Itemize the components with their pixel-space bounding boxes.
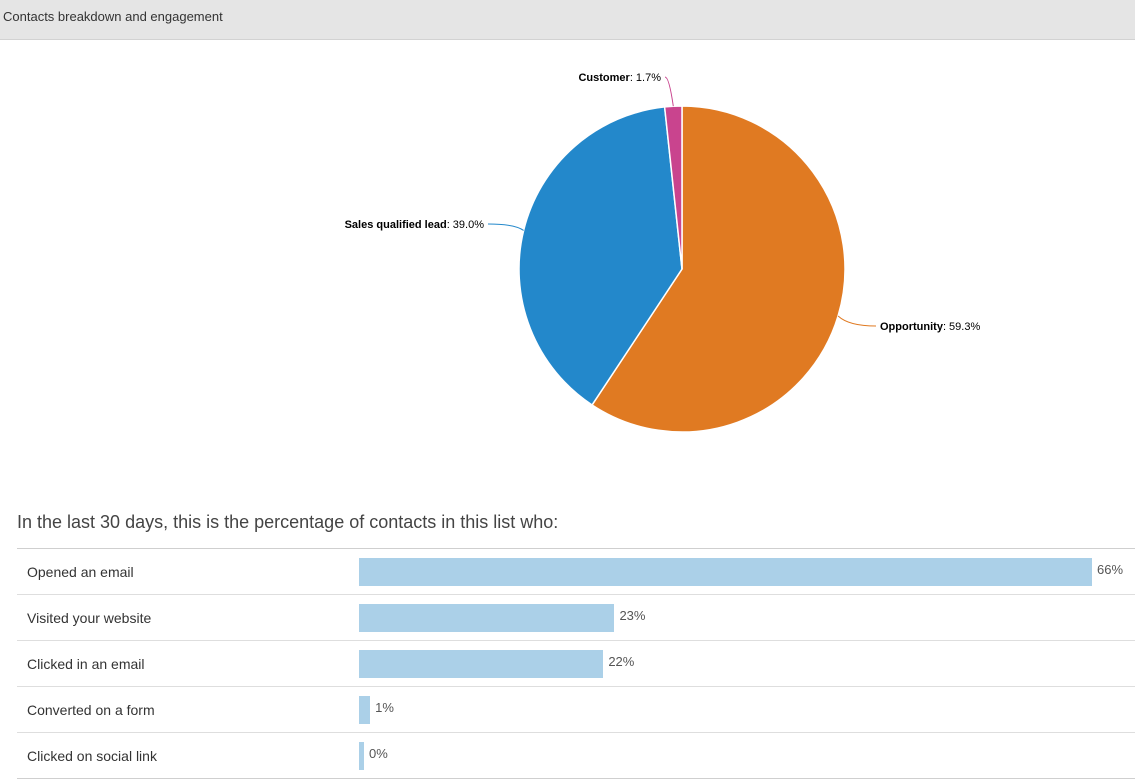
pie-slice-label-value: : 1.7% bbox=[630, 72, 661, 84]
pie-slice-opportunity[interactable] bbox=[591, 105, 846, 433]
pie-slice-label-name: Opportunity bbox=[880, 321, 944, 333]
contacts-breakdown-pie-chart: Opportunity: 59.3%Sales qualified lead: … bbox=[345, 72, 980, 433]
bar bbox=[359, 604, 615, 632]
bar-row: Clicked in an email 22% bbox=[17, 641, 1135, 687]
pie-slice-label-name: Customer bbox=[578, 72, 630, 84]
engagement-heading: In the last 30 days, this is the percent… bbox=[17, 512, 559, 532]
bar-category-label: Visited your website bbox=[27, 610, 152, 626]
bar-category-label: Clicked on social link bbox=[27, 748, 157, 764]
pie-connector-line bbox=[664, 76, 674, 107]
bar bbox=[359, 696, 371, 724]
bar-row: Visited your website 23% bbox=[17, 595, 1135, 641]
pie-connector-line bbox=[837, 315, 877, 327]
bar-value-label: 23% bbox=[619, 608, 646, 623]
bar-category-label: Opened an email bbox=[27, 564, 134, 580]
pie-slice-label-name: Sales qualified lead bbox=[345, 219, 447, 231]
pie-slice-label: Opportunity: 59.3% bbox=[880, 321, 980, 333]
bar-value-label: 22% bbox=[608, 654, 635, 669]
panel-title: Contacts breakdown and engagement bbox=[3, 9, 223, 24]
bar-category-label: Clicked in an email bbox=[27, 656, 145, 672]
bar-row: Opened an email 66% bbox=[17, 549, 1135, 595]
engagement-bar-chart: Opened an email 66% Visited your website 23… bbox=[17, 548, 1135, 779]
bar-value-label: 0% bbox=[369, 746, 388, 761]
bar-category-label: Converted on a form bbox=[27, 702, 155, 718]
panel-header: Contacts breakdown and engagement bbox=[0, 0, 1135, 40]
pie-connector-line bbox=[487, 223, 524, 231]
pie-slice-label-value: : 39.0% bbox=[447, 219, 485, 231]
bar bbox=[359, 742, 364, 770]
pie-slice-label-value: : 59.3% bbox=[943, 321, 981, 333]
bar bbox=[359, 558, 1092, 586]
bar-value-label: 66% bbox=[1097, 562, 1124, 577]
bar-value-label: 1% bbox=[375, 700, 394, 715]
bar-row: Converted on a form 1% bbox=[17, 687, 1135, 733]
bar-row: Clicked on social link 0% bbox=[17, 733, 1135, 779]
pie-slice-label: Sales qualified lead: 39.0% bbox=[345, 219, 485, 231]
bar bbox=[359, 650, 604, 678]
pie-slice-sales-qualified-lead[interactable] bbox=[518, 106, 683, 406]
pie-slice-label: Customer: 1.7% bbox=[578, 72, 661, 84]
